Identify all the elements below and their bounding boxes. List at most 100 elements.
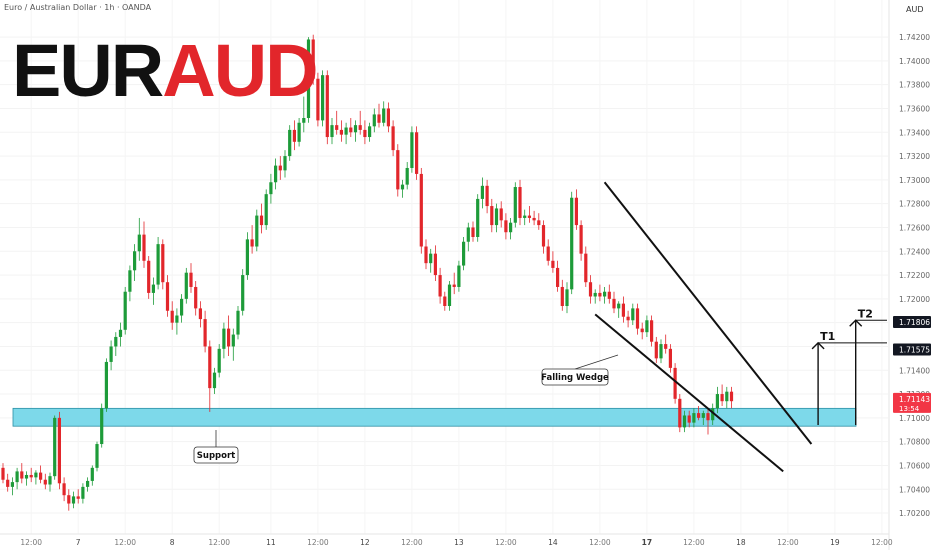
- candle-body: [443, 296, 447, 307]
- candle: [386, 102, 390, 133]
- candle: [363, 120, 367, 145]
- candle-body: [433, 253, 437, 276]
- candle: [715, 386, 719, 414]
- candle: [527, 206, 531, 223]
- candle: [311, 34, 315, 85]
- candle-body: [419, 173, 423, 247]
- candle-body: [715, 394, 719, 409]
- time-tick-label: 19: [830, 538, 840, 547]
- candle-body: [527, 215, 531, 218]
- candle: [142, 221, 146, 268]
- candle-body: [24, 474, 29, 479]
- price-tick-label: 1.71000: [899, 414, 930, 423]
- candle: [156, 236, 160, 290]
- candle: [208, 340, 212, 412]
- candle: [433, 245, 437, 282]
- price-tick-label: 1.73400: [899, 128, 930, 137]
- candle-body: [537, 220, 541, 226]
- candle: [471, 221, 475, 242]
- time-tick-label: 14: [548, 538, 558, 547]
- candle: [523, 209, 527, 226]
- candle: [617, 301, 621, 318]
- candle: [100, 403, 104, 448]
- candle: [424, 239, 428, 270]
- price-tick-label: 1.73200: [899, 152, 930, 161]
- candle-body: [212, 372, 217, 389]
- candle-body: [659, 344, 663, 359]
- candle: [462, 236, 466, 271]
- candle: [664, 334, 668, 354]
- candle-body: [668, 348, 672, 368]
- support-callout: Support: [193, 430, 239, 464]
- candle-body: [53, 417, 57, 477]
- candle-body: [15, 471, 19, 483]
- time-tick-label: 12:00: [589, 538, 611, 547]
- candle-body: [462, 241, 466, 266]
- candle: [349, 118, 353, 138]
- price-axis[interactable]: 1.702001.704001.706001.708001.710001.712…: [888, 0, 930, 550]
- candle-body: [603, 291, 607, 297]
- candle-body: [100, 408, 104, 445]
- candle: [259, 203, 264, 234]
- price-tick-label: 1.74000: [899, 57, 930, 66]
- candle-body: [556, 267, 560, 287]
- candle: [574, 189, 578, 230]
- candle: [20, 463, 24, 484]
- candle: [556, 260, 560, 292]
- candle-body: [245, 239, 249, 276]
- candle: [584, 246, 588, 287]
- candle-body: [43, 479, 47, 485]
- candle: [612, 291, 616, 314]
- time-tick-label: 12:00: [114, 538, 136, 547]
- candle: [43, 473, 47, 490]
- candle: [330, 118, 334, 145]
- logo-title: EURAUD: [12, 34, 319, 108]
- time-axis[interactable]: 12:00 7 12:00 8 12:00 11 12:00 12 12:00 13 12:00 14…: [0, 533, 893, 547]
- candle-body: [391, 126, 395, 151]
- candle-body: [95, 444, 99, 468]
- candle-body: [429, 253, 433, 264]
- candle: [720, 384, 724, 406]
- candle: [10, 477, 14, 496]
- candle: [635, 303, 640, 335]
- candle-body: [593, 292, 597, 297]
- candle-body: [570, 197, 574, 290]
- candle-body: [621, 303, 625, 317]
- candle-body: [631, 308, 635, 321]
- candle-body: [118, 329, 123, 337]
- candle: [278, 156, 282, 180]
- candle-body: [217, 348, 221, 373]
- candle-body: [288, 129, 292, 157]
- candle-body: [90, 467, 94, 481]
- wedge-callout-text: Falling Wedge: [541, 373, 609, 383]
- candle: [39, 465, 43, 484]
- candle-body: [532, 217, 536, 221]
- candle-body: [10, 482, 14, 487]
- candle-body: [29, 474, 33, 478]
- candle: [687, 410, 691, 428]
- candle: [123, 286, 127, 335]
- candle-body: [687, 415, 691, 423]
- candle: [184, 267, 188, 304]
- candle: [358, 110, 362, 135]
- candle: [452, 272, 456, 295]
- candle: [161, 239, 165, 290]
- candle-body: [574, 197, 578, 226]
- price-tag-value: 1.71806: [899, 318, 930, 327]
- candle: [241, 269, 245, 316]
- candle-body: [241, 275, 245, 311]
- candle: [86, 477, 90, 492]
- candle-body: [711, 408, 715, 421]
- target-arrow-2: T2: [849, 307, 887, 425]
- price-tick-label: 1.73600: [899, 104, 930, 113]
- candle-body: [551, 260, 555, 268]
- candle-body: [156, 244, 160, 285]
- candle: [626, 310, 630, 328]
- candle-body: [39, 472, 43, 480]
- candle-body: [180, 298, 184, 316]
- support-callout-box: [193, 446, 239, 464]
- candle: [701, 410, 705, 425]
- candle-body: [114, 336, 118, 347]
